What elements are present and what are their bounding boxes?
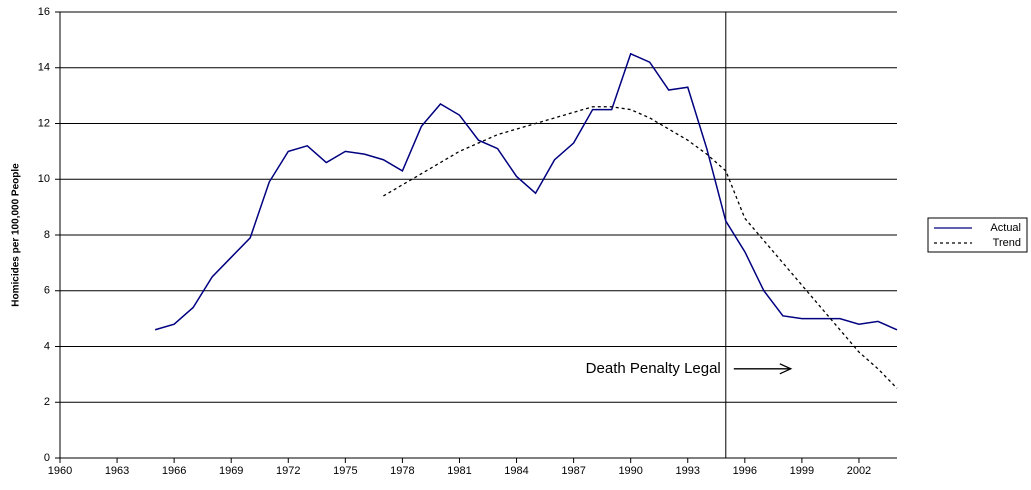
- x-tick-label: 1993: [676, 465, 700, 477]
- x-tick-label: 1975: [333, 465, 357, 477]
- y-tick-label: 8: [44, 229, 50, 241]
- y-tick-label: 16: [38, 6, 50, 18]
- legend-label: Trend: [993, 237, 1021, 249]
- x-tick-label: 1969: [219, 465, 243, 477]
- legend-label: Actual: [990, 222, 1021, 234]
- series-line: [383, 106, 898, 389]
- y-tick-label: 0: [44, 452, 50, 464]
- x-tick-label: 1984: [504, 465, 528, 477]
- y-tick-label: 2: [44, 396, 50, 408]
- series-line: [154, 52, 898, 331]
- x-tick-label: 1972: [276, 465, 300, 477]
- x-tick-label: 1978: [390, 465, 414, 477]
- annotation-arrowhead: [779, 363, 793, 375]
- x-tick-label: 1981: [447, 465, 471, 477]
- annotation: Death Penalty Legal: [586, 360, 721, 377]
- legend-box: [927, 217, 1028, 253]
- y-tick-label: 6: [44, 285, 50, 297]
- x-tick-label: 1960: [48, 465, 72, 477]
- x-tick-label: 1990: [618, 465, 642, 477]
- x-tick-label: 1999: [790, 465, 814, 477]
- y-tick-label: 10: [38, 173, 50, 185]
- y-axis-label: Homicides per 100,000 People: [11, 163, 22, 307]
- x-tick-label: 1963: [105, 465, 129, 477]
- x-tick-label: 2002: [847, 465, 871, 477]
- y-tick-label: 14: [38, 62, 50, 74]
- x-tick-label: 1966: [162, 465, 186, 477]
- x-tick-label: 1996: [733, 465, 757, 477]
- y-tick-label: 12: [38, 117, 50, 129]
- y-tick-label: 4: [44, 340, 50, 352]
- x-tick-label: 1987: [561, 465, 585, 477]
